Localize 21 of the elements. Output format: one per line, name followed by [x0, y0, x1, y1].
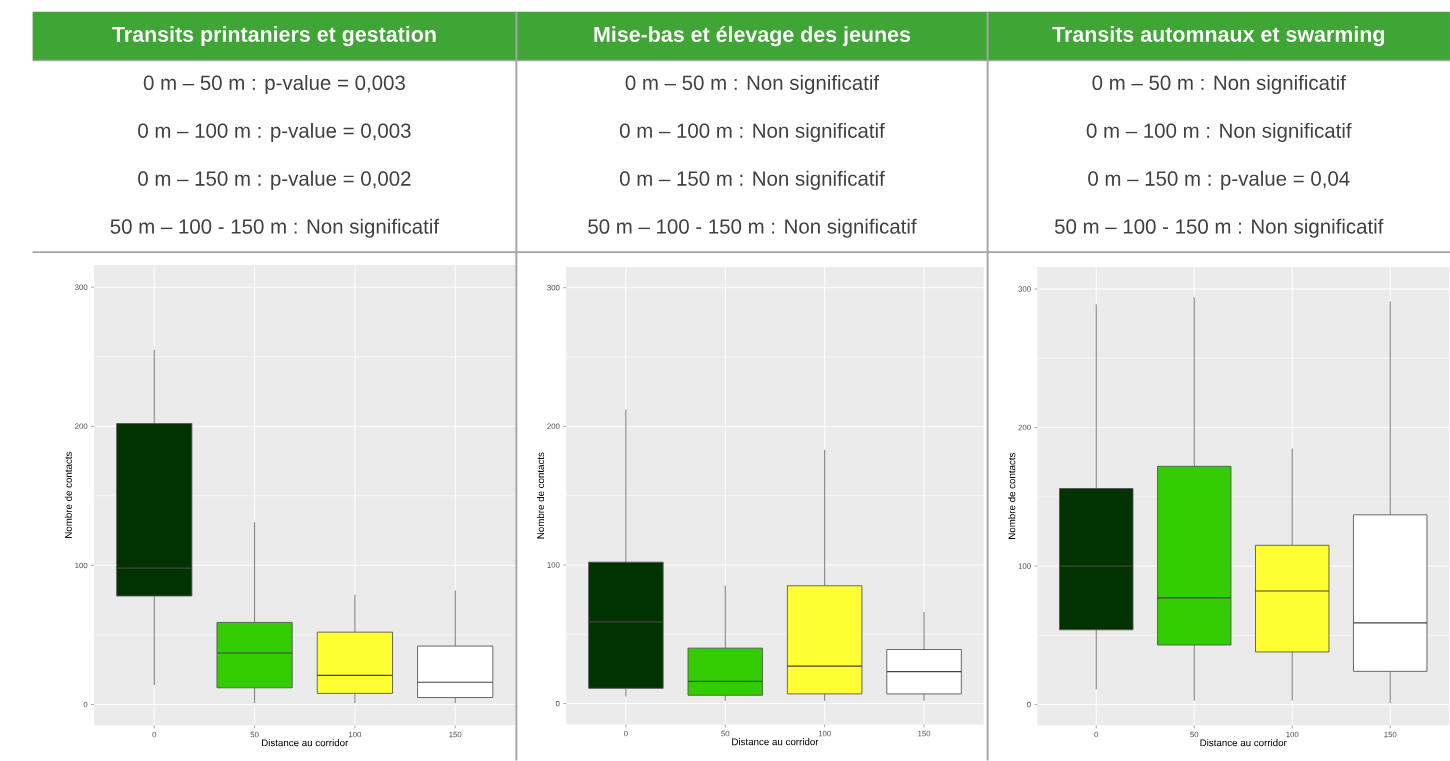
chart-title: Transits printaniers et gestation: [112, 26, 436, 47]
text: 0 m – 50 m : p-value = 0,003: [143, 75, 405, 95]
y-axis-title: Nombre de contacts: [1008, 453, 1016, 540]
text: 50 m – 100 - 150 m : Non significatif: [588, 218, 917, 239]
text: 0 m – 100 m : Non significatif: [619, 123, 885, 143]
y-axis-title: Nombre de contacts: [536, 452, 545, 539]
y-axis-title: Nombre de contacts: [64, 452, 72, 539]
text: 0 m – 100 m : Non significatif: [1086, 123, 1352, 143]
text: 50 m – 100 - 150 m : Non significatif: [110, 218, 440, 239]
text: 0 m – 150 m : p-value = 0,002: [138, 171, 411, 191]
text: 0 m – 50 m : Non significatif: [1092, 75, 1346, 95]
text: 0 m – 150 m : Non significatif: [619, 171, 885, 191]
x-axis-title: Distance au corridor: [732, 738, 819, 746]
text: 0 m – 100 m : p-value = 0,003: [138, 123, 411, 143]
x-axis-title: Distance au corridor: [1200, 739, 1287, 747]
x-axis-title: Distance au corridor: [261, 739, 349, 747]
chart-title: Mise-bas et élevage des jeunes: [594, 26, 911, 47]
text: 50 m – 100 - 150 m : Non significatif: [1054, 218, 1384, 239]
text: 0 m – 50 m : Non significatif: [625, 75, 880, 95]
text: 0 m – 150 m : p-value = 0,04: [1088, 171, 1350, 191]
chart-title: Transits automnaux et swarming: [1052, 26, 1385, 47]
